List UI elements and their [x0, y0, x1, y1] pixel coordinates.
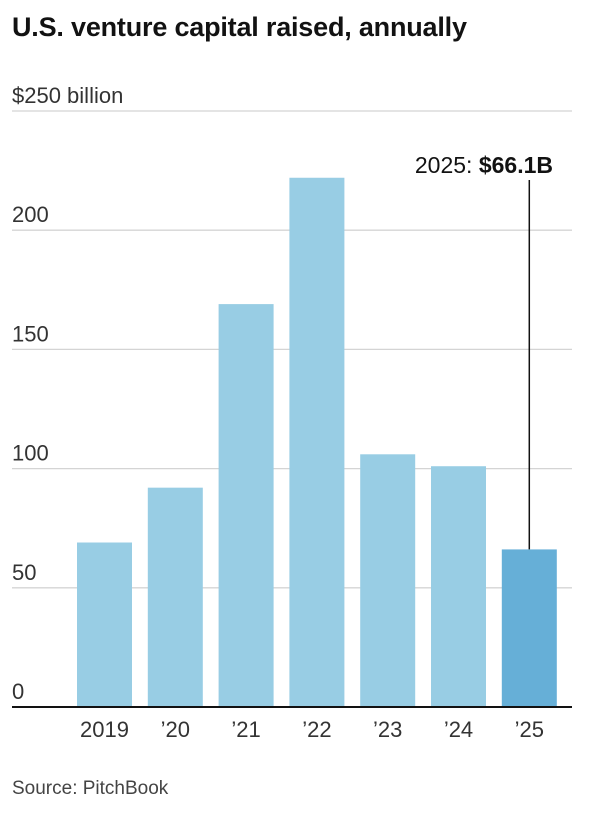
source-note: Source: PitchBook — [12, 778, 169, 799]
bar-2 — [147, 487, 203, 707]
annotation-prefix: 2025: — [415, 152, 479, 178]
bar-chart: $250 billion 200 150 100 50 0 2025: $66.1B 20… — [12, 83, 572, 742]
y-tick-label: 150 — [12, 321, 49, 346]
bar-1 — [77, 542, 132, 707]
x-tick-label: ’22 — [302, 717, 331, 742]
x-tick-label: ’23 — [373, 717, 402, 742]
chart-title: U.S. venture capital raised, annually — [12, 12, 467, 42]
x-tick-label: ’20 — [161, 717, 190, 742]
bars — [77, 177, 557, 707]
y-tick-label: 100 — [12, 441, 49, 466]
annotation-value: $66.1B — [479, 152, 553, 178]
annotation-label: 2025: $66.1B — [415, 152, 553, 178]
y-axis-tick-labels: $250 billion 200 150 100 50 0 — [12, 83, 123, 704]
x-tick-label: ’24 — [444, 717, 473, 742]
bar-3 — [218, 304, 274, 707]
bar-4 — [289, 177, 345, 707]
y-tick-label: 50 — [12, 560, 36, 585]
bar-7 — [501, 549, 557, 707]
x-tick-label: ’25 — [515, 717, 544, 742]
bar-5 — [360, 454, 416, 707]
y-tick-label: 0 — [12, 679, 24, 704]
bar-6 — [431, 466, 486, 707]
x-axis-tick-labels: 2019 ’20 ’21 ’22 ’23 ’24 ’25 — [80, 717, 544, 742]
annotation: 2025: $66.1B — [415, 152, 553, 550]
x-tick-label: 2019 — [80, 717, 129, 742]
y-tick-label: 200 — [12, 202, 49, 227]
x-tick-label: ’21 — [231, 717, 260, 742]
y-tick-label: $250 billion — [12, 83, 123, 108]
